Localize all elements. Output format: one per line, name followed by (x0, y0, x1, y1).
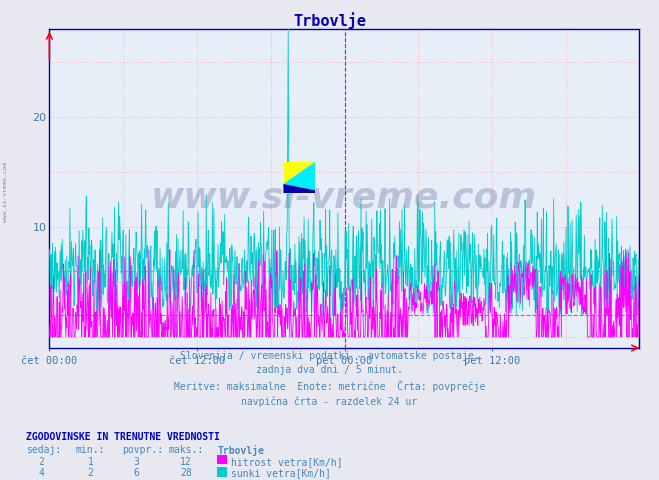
Text: 3: 3 (134, 457, 140, 468)
Text: Trbovlje: Trbovlje (293, 12, 366, 29)
Polygon shape (283, 184, 315, 193)
Text: 6: 6 (134, 468, 140, 479)
Text: maks.:: maks.: (168, 445, 203, 456)
Text: 28: 28 (180, 468, 192, 479)
Text: sunki vetra[Km/h]: sunki vetra[Km/h] (231, 468, 331, 479)
Text: ZGODOVINSKE IN TRENUTNE VREDNOSTI: ZGODOVINSKE IN TRENUTNE VREDNOSTI (26, 432, 220, 442)
Text: Slovenija / vremenski podatki - avtomatske postaje.
zadnja dva dni / 5 minut.
Me: Slovenija / vremenski podatki - avtomats… (174, 351, 485, 407)
Text: sedaj:: sedaj: (26, 445, 61, 456)
Text: 12: 12 (180, 457, 192, 468)
Text: 4: 4 (38, 468, 44, 479)
Polygon shape (283, 162, 315, 190)
Text: min.:: min.: (76, 445, 105, 456)
Text: Trbovlje: Trbovlje (217, 445, 264, 456)
Text: 1: 1 (88, 457, 94, 468)
Text: www.si-vreme.com: www.si-vreme.com (3, 162, 8, 222)
Polygon shape (283, 162, 315, 184)
Text: hitrost vetra[Km/h]: hitrost vetra[Km/h] (231, 457, 342, 468)
Text: 2: 2 (88, 468, 94, 479)
Text: 2: 2 (38, 457, 44, 468)
Text: www.si-vreme.com: www.si-vreme.com (152, 181, 537, 215)
Text: povpr.:: povpr.: (122, 445, 163, 456)
